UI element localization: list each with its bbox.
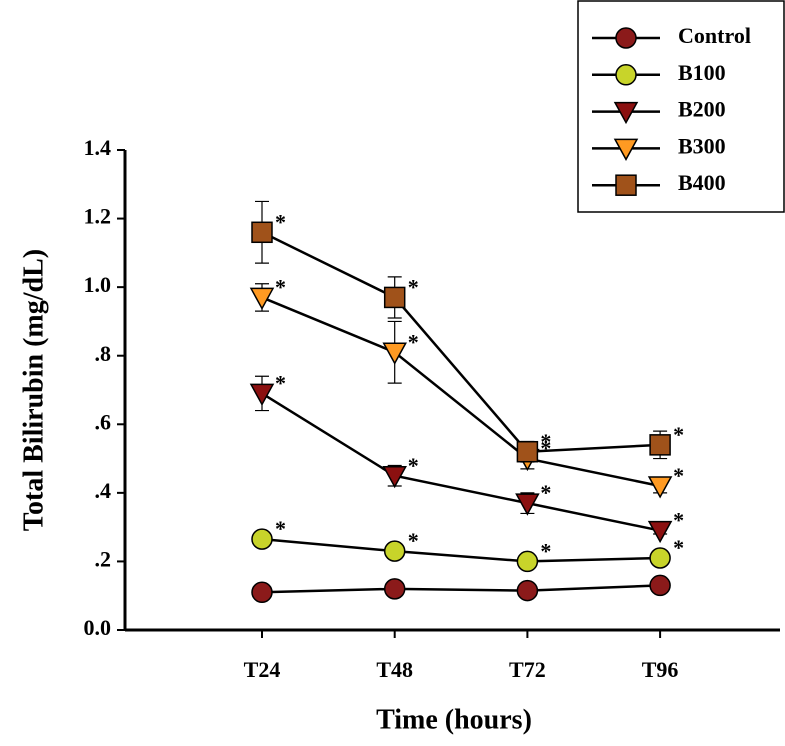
significance-mark: * bbox=[540, 480, 551, 505]
data-point bbox=[516, 579, 539, 602]
x-axis-title: Time (hours) bbox=[376, 704, 532, 735]
y-tick-label: 1.0 bbox=[84, 272, 112, 297]
significance-mark: * bbox=[540, 429, 551, 454]
x-tick-label: T24 bbox=[244, 657, 281, 682]
x-tick-label: T72 bbox=[509, 657, 546, 682]
x-tick-label: T96 bbox=[642, 657, 679, 682]
data-point bbox=[382, 465, 407, 489]
data-point bbox=[382, 342, 407, 365]
data-point bbox=[383, 540, 406, 562]
data-point bbox=[649, 574, 671, 597]
legend-label: B100 bbox=[678, 60, 726, 85]
series-line bbox=[261, 584, 661, 594]
data-point bbox=[383, 578, 406, 600]
legend-label: Control bbox=[678, 23, 751, 48]
data-point bbox=[647, 520, 673, 544]
significance-mark: * bbox=[540, 436, 551, 461]
series-line bbox=[261, 537, 661, 563]
significance-mark: * bbox=[275, 274, 286, 299]
data-point bbox=[647, 476, 673, 499]
x-tick-label: T48 bbox=[376, 657, 413, 682]
y-tick-label: .4 bbox=[95, 478, 112, 503]
y-tick-label: .2 bbox=[95, 546, 112, 571]
legend-box bbox=[577, 0, 785, 213]
significance-mark: * bbox=[275, 516, 286, 541]
data-point bbox=[649, 434, 671, 456]
significance-mark: * bbox=[408, 453, 419, 478]
legend-marker bbox=[613, 101, 639, 125]
significance-mark: * bbox=[408, 274, 419, 299]
legend-marker bbox=[615, 174, 637, 196]
data-point bbox=[249, 383, 275, 406]
legend-marker bbox=[615, 27, 637, 49]
y-tick-label: 1.4 bbox=[84, 135, 112, 160]
significance-mark: * bbox=[673, 422, 684, 447]
legend-label: B200 bbox=[678, 97, 726, 122]
significance-mark: * bbox=[275, 209, 286, 234]
legend-label: B300 bbox=[678, 133, 726, 158]
y-tick-label: 1.2 bbox=[84, 204, 112, 229]
significance-mark: * bbox=[408, 329, 419, 354]
data-point bbox=[251, 581, 273, 604]
y-tick-label: 0.0 bbox=[84, 615, 112, 640]
data-point bbox=[649, 547, 671, 569]
data-point bbox=[249, 287, 275, 310]
y-tick-label: .8 bbox=[95, 341, 112, 366]
legend-marker bbox=[615, 64, 637, 86]
significance-mark: * bbox=[408, 528, 419, 553]
series-line bbox=[261, 392, 661, 532]
legend-marker bbox=[613, 138, 639, 161]
data-point bbox=[251, 528, 273, 550]
data-point bbox=[515, 493, 540, 516]
series-line bbox=[261, 296, 661, 488]
data-point bbox=[516, 440, 539, 463]
data-point bbox=[516, 550, 539, 573]
significance-mark: * bbox=[540, 538, 551, 563]
significance-mark: * bbox=[275, 370, 286, 395]
y-axis-title: Total Bilirubin (mg/dL) bbox=[18, 249, 49, 531]
significance-mark: * bbox=[673, 535, 684, 560]
significance-mark: * bbox=[673, 508, 684, 533]
y-tick-label: .6 bbox=[95, 409, 112, 434]
legend-label: B400 bbox=[678, 170, 726, 195]
series-line bbox=[261, 231, 661, 453]
data-point bbox=[383, 286, 406, 309]
significance-mark: * bbox=[673, 463, 684, 488]
data-point bbox=[251, 221, 273, 244]
